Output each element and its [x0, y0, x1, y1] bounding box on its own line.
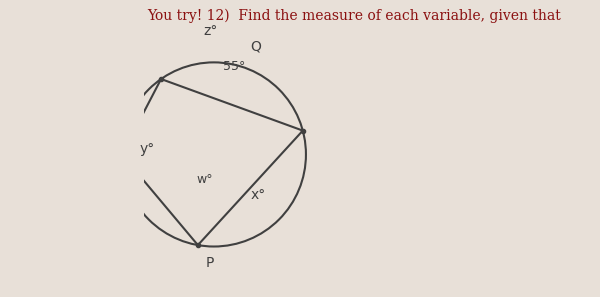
Text: You try! 12)  Find the measure of each variable, given that: You try! 12) Find the measure of each va… — [147, 9, 565, 23]
Text: x°: x° — [251, 187, 266, 202]
Text: P: P — [205, 256, 214, 270]
Text: z°: z° — [204, 24, 218, 38]
Text: Q: Q — [250, 39, 261, 53]
Text: y°: y° — [139, 141, 155, 156]
Text: w°: w° — [197, 173, 213, 186]
Text: 55°: 55° — [223, 60, 246, 73]
